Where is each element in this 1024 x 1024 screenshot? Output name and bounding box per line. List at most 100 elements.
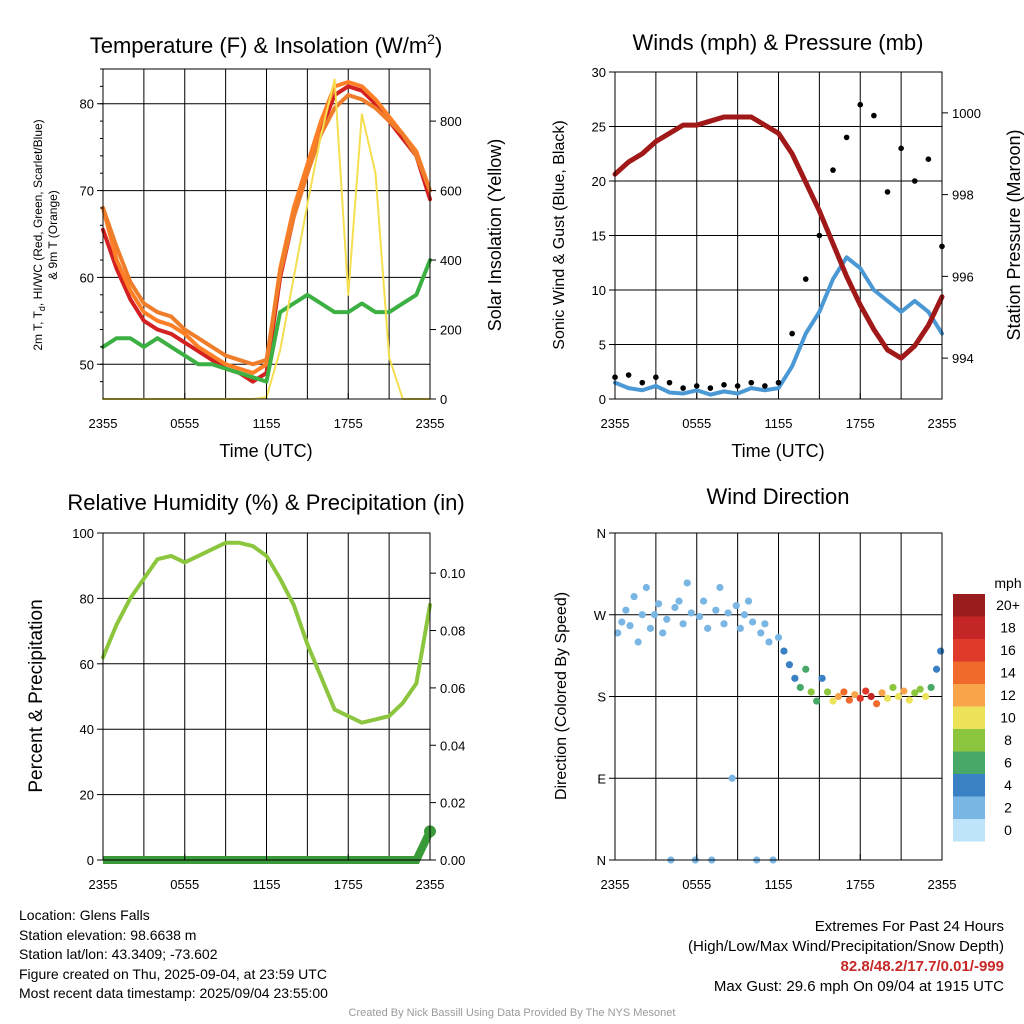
winds-y-label-left: Sonic Wind & Gust (Blue, Black) — [551, 120, 568, 349]
direction-point — [716, 583, 724, 592]
station-elevation: Station elevation: 98.6638 m — [19, 926, 197, 943]
direction-point — [862, 687, 870, 695]
y-tick-label-right: 0.06 — [440, 681, 465, 696]
direction-point — [900, 687, 908, 695]
gust-point — [693, 383, 700, 389]
legend-swatch — [953, 594, 985, 617]
humidity-y-label-left: Percent & Precipitation — [26, 599, 47, 792]
gust-point — [911, 178, 918, 184]
y-tick-label-left: N — [597, 853, 606, 868]
y-tick-label-left: 25 — [592, 120, 606, 135]
direction-point — [796, 683, 804, 692]
direction-title: Wind Direction — [706, 484, 849, 509]
y-tick-label-left: 50 — [80, 357, 94, 372]
y-tick-label-right: 996 — [952, 269, 974, 284]
direction-point — [791, 674, 799, 682]
direction-point — [740, 611, 749, 619]
direction-point — [927, 683, 935, 692]
pressure-line — [612, 114, 945, 361]
direction-point — [712, 606, 720, 614]
legend-label: 10 — [1000, 710, 1016, 726]
winds-y-ticks-left: 0 5 10 15 20 25 30 — [592, 65, 615, 407]
gust-point — [898, 145, 904, 152]
gust-point — [789, 330, 795, 337]
y-tick-label-left: 80 — [80, 97, 94, 112]
y-tick-label-left: 60 — [80, 270, 94, 285]
direction-point — [932, 665, 941, 673]
temperature-y-label-left-line2: & 9m T (Orange) — [46, 190, 60, 280]
direction-point — [655, 600, 663, 608]
direction-point — [922, 692, 930, 701]
direction-point — [646, 624, 655, 632]
direction-point — [679, 620, 687, 628]
x-tick-label: 1755 — [334, 416, 363, 431]
y-tick-label-left: 10 — [592, 283, 606, 298]
direction-point — [650, 611, 659, 619]
y-tick-label-left: 20 — [80, 788, 94, 803]
y-tick-label-right: 0 — [440, 392, 447, 407]
y-tick-label-right: 400 — [440, 253, 462, 268]
legend-swatch — [953, 729, 985, 752]
gust-point — [871, 112, 877, 119]
direction-point — [704, 624, 712, 632]
gust-point — [721, 382, 727, 388]
direction-y-label-left: Direction (Colored By Speed) — [553, 592, 570, 800]
direction-point — [845, 696, 853, 704]
winds-x-label: Time (UTC) — [731, 441, 824, 461]
legend-swatch — [953, 616, 985, 639]
x-tick-label: 2355 — [601, 877, 630, 892]
direction-point — [642, 583, 650, 592]
temperature-x-ticks: 2355 0555 1155 1755 2355 — [89, 393, 444, 431]
legend-label: 4 — [1004, 777, 1012, 793]
direction-x-ticks: 2355 0555 1155 1755 2355 — [601, 854, 956, 892]
dew-line — [101, 258, 432, 384]
temperature-y-ticks-left: 50 60 70 80 — [80, 68, 103, 383]
y-tick-label-right: 0.04 — [440, 738, 465, 753]
direction-point — [695, 612, 704, 621]
x-tick-label: 2355 — [601, 416, 630, 431]
y-tick-label-right: 994 — [952, 351, 974, 366]
humidity-panel: Relative Humidity (%) & Precipitation (i… — [26, 490, 465, 892]
gust-point — [734, 383, 741, 389]
temperature-title: Temperature (F) & Insolation (W/m2) — [90, 31, 443, 58]
y-tick-label-left: 70 — [80, 184, 94, 199]
direction-point — [785, 661, 794, 669]
direction-point — [659, 629, 667, 637]
y-tick-label-left: 80 — [80, 591, 94, 606]
direction-point — [867, 692, 875, 701]
gust-point — [884, 189, 891, 195]
gust-point — [748, 379, 755, 386]
nine_m-line — [101, 93, 432, 367]
y-tick-label-right: 200 — [440, 323, 462, 338]
y-tick-label-left: S — [597, 690, 606, 705]
y-tick-label-left: 0 — [599, 392, 606, 407]
direction-point — [683, 579, 691, 587]
legend-label: 6 — [1004, 755, 1012, 771]
legend-swatch — [953, 819, 985, 842]
direction-point — [873, 700, 881, 708]
direction-point — [878, 689, 886, 697]
direction-panel: Wind Direction 2355 0555 1155 1755 2355 N E S W… — [553, 484, 1022, 892]
gust-point — [857, 101, 864, 108]
x-tick-label: 0555 — [170, 877, 199, 892]
winds-x-ticks: 2355 0555 1155 1755 2355 — [601, 393, 957, 431]
x-tick-label: 2355 — [928, 416, 957, 431]
legend-label: 12 — [1000, 687, 1016, 703]
humidity-series — [101, 540, 436, 864]
legend-label: 16 — [1000, 642, 1016, 658]
direction-point — [823, 688, 832, 696]
temperature-panel: Temperature (F) & Insolation (W/m2) 2355… — [31, 31, 505, 461]
direction-point — [834, 692, 843, 701]
y-tick-label-right: 1000 — [952, 106, 981, 121]
direction-point — [829, 697, 837, 705]
direction-point — [802, 665, 810, 673]
legend-label: 2 — [1004, 800, 1012, 816]
y-tick-label-right: 0.08 — [440, 624, 465, 639]
winds-series — [612, 101, 945, 397]
legend-swatch — [953, 639, 985, 662]
rh-line — [101, 540, 432, 725]
x-tick-label: 2355 — [416, 877, 445, 892]
y-tick-label-left: 30 — [592, 65, 606, 80]
x-tick-label: 2355 — [89, 416, 118, 431]
